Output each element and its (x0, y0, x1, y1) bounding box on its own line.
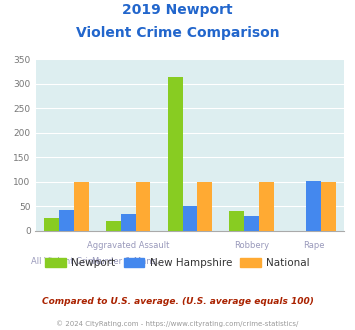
Bar (244, 216, 259, 231)
Bar (197, 182, 212, 231)
Bar (106, 221, 121, 231)
Text: Compared to U.S. average. (U.S. average equals 100): Compared to U.S. average. (U.S. average … (42, 297, 313, 306)
Text: © 2024 CityRating.com - https://www.cityrating.com/crime-statistics/: © 2024 CityRating.com - https://www.city… (56, 320, 299, 327)
Bar (121, 214, 136, 231)
Bar (74, 182, 89, 231)
Bar (306, 181, 321, 231)
Bar (136, 182, 151, 231)
Text: Rape: Rape (303, 241, 324, 250)
Bar (59, 211, 74, 231)
Legend: Newport, New Hampshire, National: Newport, New Hampshire, National (41, 253, 314, 272)
Text: Robbery: Robbery (234, 241, 269, 250)
Bar (321, 182, 336, 231)
Bar (229, 212, 244, 231)
Bar (168, 77, 182, 231)
Text: 2019 Newport: 2019 Newport (122, 3, 233, 17)
Text: Aggravated Assault: Aggravated Assault (87, 241, 169, 250)
Bar (182, 207, 197, 231)
Bar (44, 218, 59, 231)
Text: Murder & Mans...: Murder & Mans... (92, 257, 164, 266)
Bar (259, 182, 274, 231)
Text: Violent Crime Comparison: Violent Crime Comparison (76, 26, 279, 40)
Text: All Violent Crime: All Violent Crime (31, 257, 102, 266)
